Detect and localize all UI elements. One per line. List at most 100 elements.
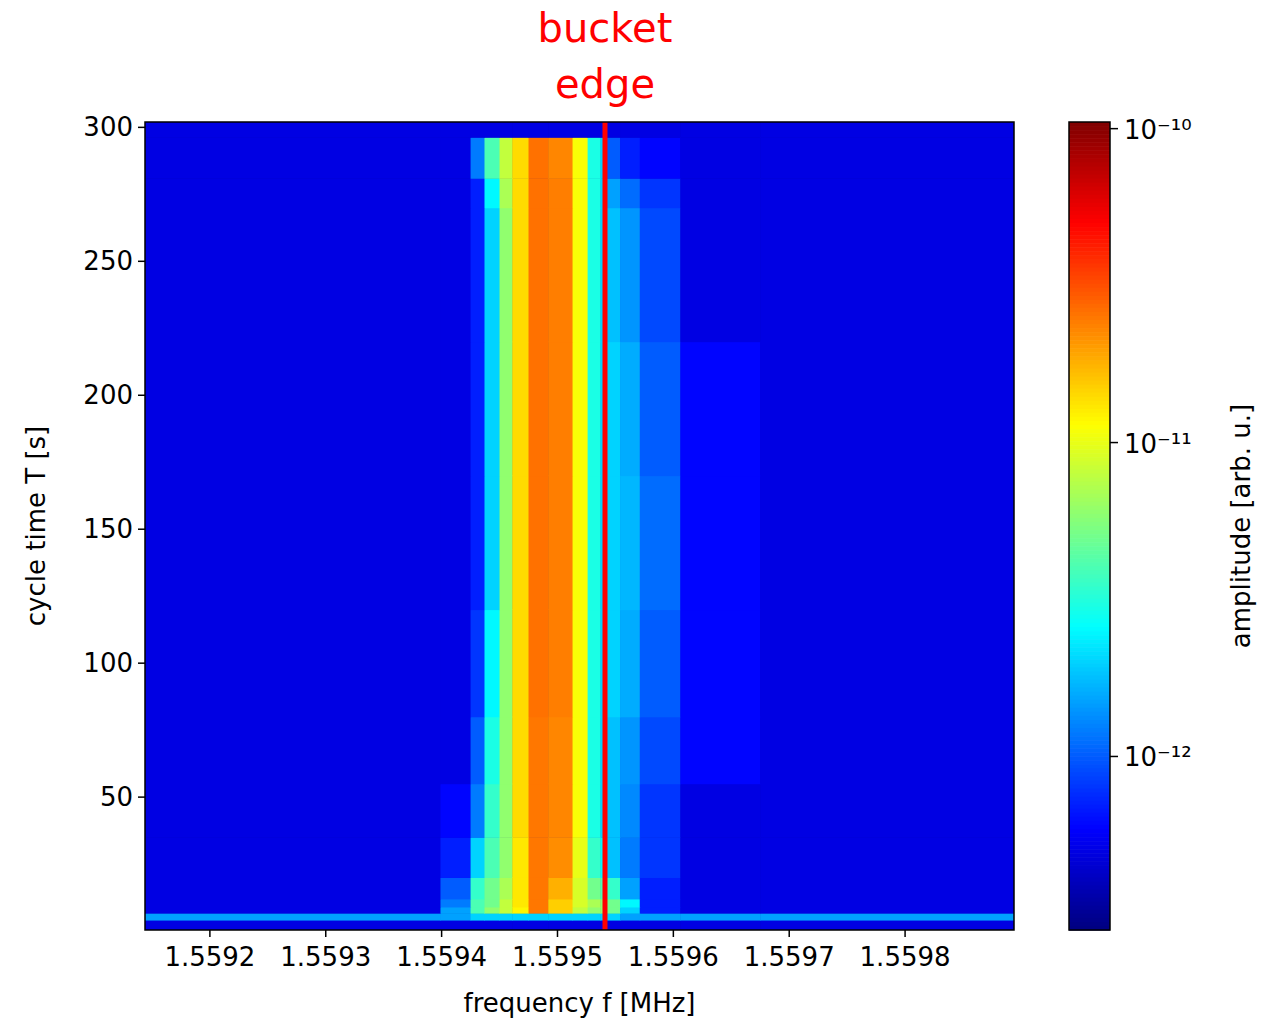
colorbar-segment <box>1069 700 1110 705</box>
colorbar-segment <box>1069 760 1110 765</box>
heatmap-cell <box>640 476 681 610</box>
colorbar-segment <box>1069 328 1110 333</box>
colorbar-segment <box>1069 712 1110 717</box>
heatmap-cell <box>760 837 1014 878</box>
heatmap-cell <box>620 717 640 784</box>
heatmap-cell <box>573 920 589 930</box>
colorbar-segment <box>1069 631 1110 636</box>
colorbar-segment <box>1069 615 1110 620</box>
colorbar-segment <box>1069 138 1110 143</box>
colorbar-segment <box>1069 550 1110 555</box>
colorbar-segment <box>1069 886 1110 891</box>
colorbar-segment <box>1069 522 1110 527</box>
colorbar-segment <box>1069 239 1110 244</box>
heatmap-cell <box>471 837 485 878</box>
heatmap-cell <box>588 784 601 838</box>
colorbar-segment <box>1069 542 1110 547</box>
colorbar-segment <box>1069 465 1110 470</box>
colorbar-segment <box>1069 332 1110 337</box>
colorbar-segment <box>1069 534 1110 539</box>
heatmap-cell <box>440 342 471 476</box>
colorbar-segment <box>1069 142 1110 147</box>
colorbar-segment <box>1069 865 1110 870</box>
heatmap-cell <box>529 208 549 342</box>
colorbar-segment <box>1069 170 1110 175</box>
heatmap-cell <box>548 784 573 838</box>
heatmap-cell <box>548 837 573 878</box>
colorbar-segment <box>1069 134 1110 139</box>
colorbar-segment <box>1069 486 1110 491</box>
colorbar-segment <box>1069 437 1110 442</box>
colorbar-segment <box>1069 227 1110 232</box>
colorbar-segment <box>1069 570 1110 575</box>
heatmap-cell <box>529 837 549 878</box>
heatmap-cell <box>500 920 513 930</box>
heatmap-cell <box>573 899 589 908</box>
colorbar-segment <box>1069 183 1110 188</box>
colorbar-segment <box>1069 680 1110 685</box>
colorbar-segment <box>1069 914 1110 919</box>
colorbar-segment <box>1069 372 1110 377</box>
colorbar-segment <box>1069 263 1110 268</box>
heatmap-cell <box>529 178 549 208</box>
colorbar-segment <box>1069 793 1110 798</box>
heatmap-cell <box>680 899 760 908</box>
heatmap-cell <box>529 877 549 899</box>
heatmap-cell <box>640 178 681 208</box>
heatmap-cell <box>512 837 529 878</box>
colorbar-segment <box>1069 506 1110 511</box>
heatmap-cell <box>145 907 441 914</box>
heatmap-cell <box>573 178 589 208</box>
heatmap-cell <box>529 717 549 784</box>
colorbar-segment <box>1069 336 1110 341</box>
colorbar-segment <box>1069 356 1110 361</box>
heatmap-cell <box>471 907 485 914</box>
colorbar-segment <box>1069 635 1110 640</box>
colorbar-segment <box>1069 813 1110 818</box>
y-tick-label: 50 <box>100 782 133 812</box>
colorbar-segment <box>1069 821 1110 826</box>
heatmap-cell <box>680 342 760 476</box>
colorbar-segment <box>1069 817 1110 822</box>
heatmap-cell <box>440 610 471 718</box>
heatmap-cell <box>471 899 485 908</box>
colorbar-segment <box>1069 498 1110 503</box>
heatmap-cell <box>471 717 485 784</box>
heatmap-cell <box>529 913 549 920</box>
heatmap-cell <box>680 717 760 784</box>
heatmap-cell <box>548 342 573 476</box>
heatmap-cell <box>548 717 573 784</box>
heatmap-cell <box>760 122 1014 138</box>
heatmap-cell <box>484 837 500 878</box>
heatmap-cell <box>640 610 681 718</box>
colorbar-segment <box>1069 877 1110 882</box>
colorbar-segment <box>1069 574 1110 579</box>
heatmap-cell <box>484 717 500 784</box>
y-tick <box>138 796 145 798</box>
heatmap-cell <box>471 137 485 178</box>
heatmap-cell <box>512 137 529 178</box>
heatmap-cell <box>588 913 601 920</box>
heatmap-cell <box>500 208 513 342</box>
colorbar-segment <box>1069 421 1110 426</box>
heatmap-cell <box>573 137 589 178</box>
y-tick-label: 150 <box>83 514 133 544</box>
x-tick-label: 1.5595 <box>512 942 603 972</box>
colorbar-segment <box>1069 764 1110 769</box>
colorbar-segment <box>1069 211 1110 216</box>
heatmap-cell <box>620 476 640 610</box>
colorbar-segment <box>1069 381 1110 386</box>
heatmap-cell <box>512 907 529 914</box>
colorbar-segment <box>1069 191 1110 196</box>
colorbar-segment <box>1069 873 1110 878</box>
colorbar-segment <box>1069 271 1110 276</box>
colorbar-segment <box>1069 849 1110 854</box>
heatmap-cell <box>548 476 573 610</box>
colorbar-segment <box>1069 801 1110 806</box>
heatmap-cell <box>760 717 1014 784</box>
colorbar-segment <box>1069 651 1110 656</box>
heatmap-cell <box>588 342 601 476</box>
y-tick-label: 200 <box>83 380 133 410</box>
heatmap-cell <box>440 178 471 208</box>
heatmap-cell <box>440 877 471 899</box>
